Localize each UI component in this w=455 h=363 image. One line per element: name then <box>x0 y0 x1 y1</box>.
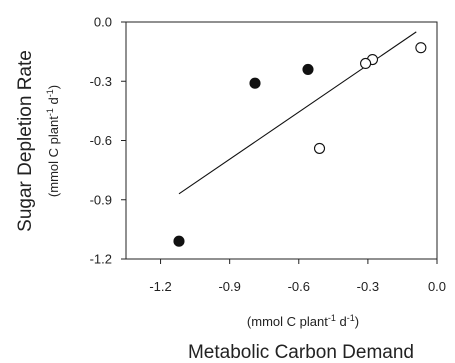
x-tick-label: -1.2 <box>149 279 171 294</box>
plot-frame <box>125 21 438 260</box>
y-tick-label: -1.2 <box>90 252 112 267</box>
x-axis-ticks: -1.2 -0.9 -0.6 -0.3 0.0 <box>149 259 446 294</box>
x-axis-title: Metabolic Carbon Demand <box>188 342 414 363</box>
x-tick-label: 0.0 <box>428 279 446 294</box>
regression-line-group <box>178 31 417 195</box>
data-point-open <box>313 142 326 154</box>
x-tick-label: -0.9 <box>218 279 240 294</box>
data-points <box>173 42 427 247</box>
x-axis-units: (mmol C plant-1 d-1) <box>247 313 359 329</box>
data-point-filled <box>249 77 261 89</box>
y-tick-label: -0.3 <box>90 74 112 89</box>
regression-line <box>178 31 417 195</box>
data-point-open <box>415 42 427 54</box>
y-tick-label: -0.6 <box>90 133 112 148</box>
y-tick-label: 0.0 <box>94 15 112 30</box>
x-tick-label: -0.3 <box>357 279 379 294</box>
data-point-filled <box>173 235 185 247</box>
data-point-filled <box>302 63 314 75</box>
y-tick-label: -0.9 <box>90 192 112 207</box>
x-tick-label: -0.6 <box>288 279 310 294</box>
y-axis-title: Sugar Depletion Rate <box>15 50 36 232</box>
y-axis-units: (mmol C plant-1 d-1) <box>45 85 61 197</box>
y-axis-ticks: 0.0 -0.3 -0.6 -0.9 -1.2 <box>90 15 126 267</box>
data-point-open <box>360 57 372 70</box>
